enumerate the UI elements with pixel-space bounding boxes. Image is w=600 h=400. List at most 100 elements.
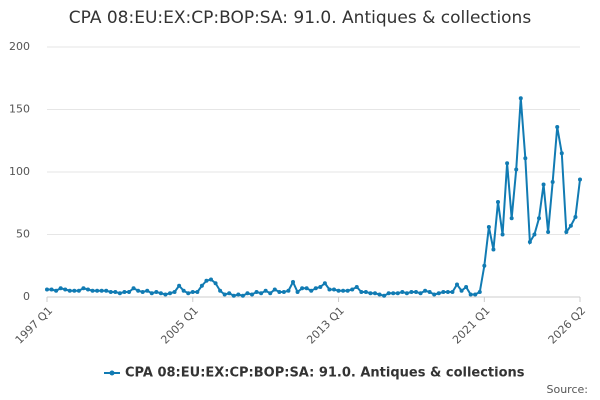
point [250,292,254,297]
point [149,291,154,296]
point [322,281,327,286]
point [309,288,314,293]
point [578,177,582,182]
point [486,225,491,229]
point [400,290,405,294]
point [268,291,273,296]
x-tick-label: 2021 Q1 [450,304,493,347]
point [286,288,291,293]
point [158,291,163,296]
point [245,291,250,296]
point [49,287,54,292]
point [382,293,387,298]
point [436,291,441,296]
point [568,223,573,228]
point [254,290,259,294]
point [186,291,191,296]
point [222,292,227,297]
y-tick-label: 200 [9,40,30,53]
point [427,290,432,294]
point [477,290,482,294]
point [58,286,63,291]
point [541,182,546,187]
point [527,240,532,244]
legend-marker [109,370,115,376]
point [391,291,396,296]
point [336,288,341,293]
point [564,230,569,234]
point [140,290,145,294]
point [104,288,109,293]
point [473,292,478,297]
point [127,290,131,294]
source: Source: [547,383,589,396]
point [236,292,241,297]
point [67,288,72,293]
point [332,287,336,292]
series-line [47,98,581,297]
point [395,291,400,296]
point [81,286,86,291]
point [172,290,177,294]
point [99,288,104,293]
point [281,290,286,294]
x-tick-label: 2013 Q1 [304,304,347,347]
point [195,290,200,294]
point [518,96,523,101]
point [259,291,264,296]
point [54,288,59,293]
point [136,288,141,293]
point [327,287,332,292]
point [523,156,528,161]
point [300,286,305,291]
point [550,180,555,184]
y-tick-label: 150 [9,103,30,116]
point [559,151,564,156]
point [240,293,245,298]
point [546,230,551,234]
point [63,287,68,292]
point [76,288,81,293]
chart-title: CPA 08:EU:EX:CP:BOP:SA: 91.0. Antiques &… [69,8,532,28]
point [218,288,223,293]
point [122,290,127,294]
y-tick-label: 0 [23,290,30,303]
point [450,290,455,294]
point [263,288,268,293]
x-tick-label: 2005 Q1 [158,304,201,347]
point [505,161,510,166]
point [341,288,346,293]
point [227,291,232,296]
point [86,287,90,292]
point [117,291,122,296]
point [500,232,505,237]
point [377,292,382,297]
x-tick-label: 1997 Q1 [13,304,56,347]
point [418,291,423,296]
point [482,263,487,268]
point [532,232,537,237]
point [277,290,282,294]
point [537,216,541,221]
point [313,286,318,291]
point [295,290,300,294]
point [318,285,323,289]
point [199,283,204,288]
point [95,288,100,293]
point [359,290,364,294]
point [108,290,113,294]
point [509,216,514,221]
point [113,290,118,294]
point [441,290,446,294]
point [154,290,159,294]
point [404,291,409,296]
point [455,282,459,287]
point [432,292,437,297]
point [131,286,136,291]
point [145,288,150,293]
point [464,285,469,289]
point [90,288,95,293]
point [496,200,500,204]
point [231,293,236,298]
